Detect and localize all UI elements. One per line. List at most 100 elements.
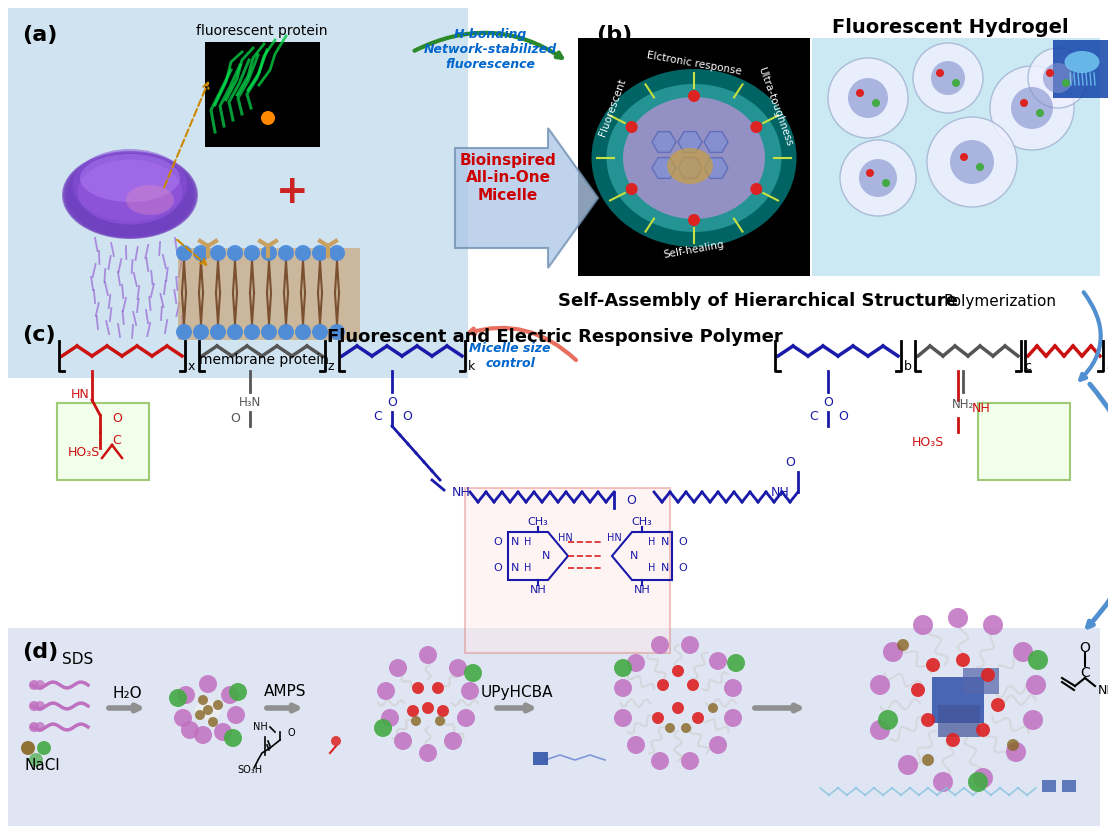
Text: (b): (b) xyxy=(596,25,633,45)
Circle shape xyxy=(295,245,311,261)
Circle shape xyxy=(681,636,699,654)
Circle shape xyxy=(227,245,243,261)
Circle shape xyxy=(627,736,645,754)
Text: Elctronic response: Elctronic response xyxy=(646,49,742,76)
Circle shape xyxy=(750,121,762,133)
Text: N: N xyxy=(629,551,638,561)
Circle shape xyxy=(946,733,960,747)
Ellipse shape xyxy=(1065,51,1099,73)
Circle shape xyxy=(377,682,394,700)
Circle shape xyxy=(859,159,897,197)
Text: O: O xyxy=(838,410,848,424)
Circle shape xyxy=(213,700,223,710)
Circle shape xyxy=(35,722,45,732)
Circle shape xyxy=(1013,642,1033,662)
Text: (a): (a) xyxy=(22,25,58,45)
FancyBboxPatch shape xyxy=(205,42,320,147)
Circle shape xyxy=(464,664,482,682)
Circle shape xyxy=(652,636,669,654)
Text: CH₃: CH₃ xyxy=(527,517,548,527)
Circle shape xyxy=(981,668,995,682)
Circle shape xyxy=(312,245,328,261)
Circle shape xyxy=(211,245,226,261)
Text: HO₃S: HO₃S xyxy=(68,446,100,460)
Text: HN: HN xyxy=(71,389,90,401)
Text: C: C xyxy=(1080,666,1090,680)
Circle shape xyxy=(229,683,247,701)
Circle shape xyxy=(29,701,39,711)
Text: C: C xyxy=(809,410,818,424)
Ellipse shape xyxy=(606,84,781,232)
Circle shape xyxy=(870,720,890,740)
FancyBboxPatch shape xyxy=(1042,780,1056,792)
Circle shape xyxy=(921,713,935,727)
Text: SDS: SDS xyxy=(62,652,93,667)
Circle shape xyxy=(411,716,421,726)
FancyBboxPatch shape xyxy=(178,248,360,340)
Text: HN: HN xyxy=(607,533,622,543)
Polygon shape xyxy=(678,158,702,178)
FancyBboxPatch shape xyxy=(57,403,148,480)
Circle shape xyxy=(1006,742,1026,762)
Ellipse shape xyxy=(69,155,191,236)
Text: C: C xyxy=(373,410,382,424)
Circle shape xyxy=(933,772,953,792)
Polygon shape xyxy=(455,128,598,268)
Ellipse shape xyxy=(623,97,765,219)
Text: Self-Assembly of Hierarchical Structure: Self-Assembly of Hierarchical Structure xyxy=(558,292,958,310)
Circle shape xyxy=(176,245,192,261)
Circle shape xyxy=(193,324,209,340)
Circle shape xyxy=(626,121,637,133)
Text: a: a xyxy=(1106,359,1108,373)
Circle shape xyxy=(432,682,444,694)
Circle shape xyxy=(419,646,437,664)
Circle shape xyxy=(866,169,874,177)
Polygon shape xyxy=(704,158,728,178)
Ellipse shape xyxy=(126,185,174,215)
Circle shape xyxy=(883,642,903,662)
Circle shape xyxy=(37,741,51,755)
FancyBboxPatch shape xyxy=(465,488,670,653)
Text: H-bonding
Network-stabilized
fluorescence: H-bonding Network-stabilized fluorescenc… xyxy=(423,28,556,71)
Text: (d): (d) xyxy=(22,642,59,662)
Circle shape xyxy=(444,732,462,750)
Circle shape xyxy=(1007,739,1019,751)
Text: O: O xyxy=(288,728,296,738)
Circle shape xyxy=(1026,675,1046,695)
Text: membrane protein: membrane protein xyxy=(199,353,329,367)
Text: O: O xyxy=(786,456,794,468)
Circle shape xyxy=(177,686,195,704)
Circle shape xyxy=(278,245,294,261)
Text: O: O xyxy=(230,412,240,426)
Circle shape xyxy=(991,698,1005,712)
Text: SO₃H: SO₃H xyxy=(237,765,263,775)
Text: c: c xyxy=(1024,359,1032,373)
Circle shape xyxy=(960,153,968,161)
Circle shape xyxy=(614,709,632,727)
Text: N: N xyxy=(660,537,669,547)
Circle shape xyxy=(1061,79,1070,87)
Circle shape xyxy=(203,705,213,715)
Text: O: O xyxy=(626,493,636,507)
Circle shape xyxy=(627,654,645,672)
FancyBboxPatch shape xyxy=(1053,40,1108,98)
Circle shape xyxy=(194,726,212,744)
Text: fluorescent protein: fluorescent protein xyxy=(196,24,328,38)
Text: Polymerization: Polymerization xyxy=(944,294,1057,309)
Ellipse shape xyxy=(80,154,179,202)
Circle shape xyxy=(927,117,1017,207)
Circle shape xyxy=(394,732,412,750)
Text: NH: NH xyxy=(771,486,790,498)
Circle shape xyxy=(897,755,919,775)
Circle shape xyxy=(331,736,341,746)
Circle shape xyxy=(312,324,328,340)
Text: UPyHCBA: UPyHCBA xyxy=(481,685,553,700)
Circle shape xyxy=(911,683,925,697)
Text: O: O xyxy=(112,411,122,425)
Ellipse shape xyxy=(62,151,198,239)
Circle shape xyxy=(1028,650,1048,670)
Circle shape xyxy=(936,69,944,77)
Circle shape xyxy=(1010,87,1053,129)
FancyBboxPatch shape xyxy=(812,38,1100,276)
Circle shape xyxy=(872,99,880,107)
